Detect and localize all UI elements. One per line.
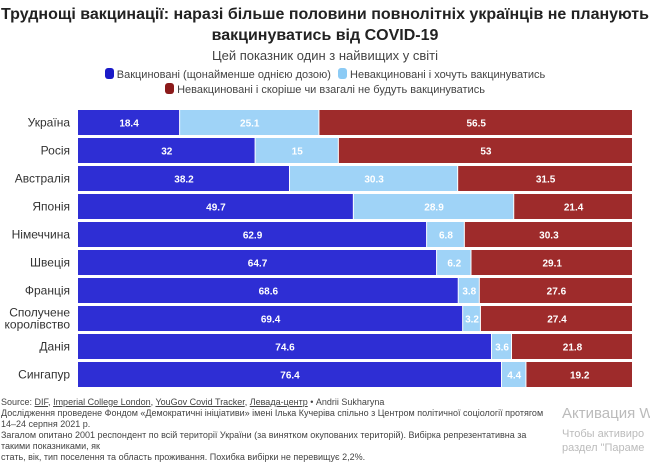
category-label: Швеція xyxy=(30,256,70,270)
author: • Andrii Sukharyna xyxy=(310,397,385,407)
data-label: 6.8 xyxy=(439,231,453,242)
data-label: 28.9 xyxy=(424,203,444,214)
category-label: Японія xyxy=(32,200,70,214)
watermark-text: Активация W xyxy=(562,405,650,422)
bar-segment xyxy=(480,306,632,331)
bar-segment xyxy=(319,110,632,135)
chart-title: Труднощі вакцинації: наразі більше полов… xyxy=(1,6,649,44)
legend-swatch xyxy=(338,68,348,79)
source-label: Source: xyxy=(1,397,33,407)
bar-segment xyxy=(78,110,180,135)
bar-segment xyxy=(338,138,632,163)
data-label: 3.6 xyxy=(495,343,509,354)
bar-segment xyxy=(78,362,502,387)
bar-segment xyxy=(464,222,632,247)
data-label: 53 xyxy=(480,147,492,158)
category-label: Росія xyxy=(41,144,70,158)
data-label: 19.2 xyxy=(570,371,590,382)
footer-note: Дослідження проведене Фондом «Демократич… xyxy=(1,408,544,429)
legend-label: Вакциновані (щонайменше однією дозою) xyxy=(116,69,331,81)
data-label: 3.2 xyxy=(465,315,479,326)
legend-item-vaccinated[interactable]: Вакциновані (щонайменше однією дозою) xyxy=(104,68,331,83)
bar-segment xyxy=(78,250,437,275)
data-label: 27.6 xyxy=(547,287,567,298)
chart-subtitle: Цей показник один з найвищих у світі xyxy=(211,48,439,63)
bar-segment xyxy=(512,334,632,359)
data-label: 15 xyxy=(292,147,304,158)
bar-segment xyxy=(78,306,463,331)
bar-segment xyxy=(290,166,458,191)
data-label: 30.3 xyxy=(364,175,384,186)
data-label: 56.5 xyxy=(466,119,486,130)
data-label: 27.4 xyxy=(547,315,567,326)
bar-segment xyxy=(255,138,338,163)
category-label: Австралія xyxy=(15,172,70,186)
data-label: 69.4 xyxy=(261,315,281,326)
category-label: Сполучене xyxy=(9,306,70,320)
data-label: 29.1 xyxy=(543,259,563,270)
bar-segment xyxy=(458,166,632,191)
bar-segment xyxy=(78,194,353,219)
data-label: 31.5 xyxy=(536,175,556,186)
data-label: 49.7 xyxy=(206,203,226,214)
bar-segment xyxy=(78,138,255,163)
bar-segment xyxy=(526,362,632,387)
legend-item-refuse[interactable]: Невакциновані і скоріше чи взагалі не бу… xyxy=(165,83,485,98)
bar-segment xyxy=(471,250,632,275)
bar-segment xyxy=(514,194,632,219)
data-label: 62.9 xyxy=(243,231,263,242)
data-label: 68.6 xyxy=(259,287,279,298)
bar-segment xyxy=(78,278,458,303)
bar-segment xyxy=(437,250,471,275)
category-label: Німеччина xyxy=(12,228,71,242)
footer-note: Загалом опитано 2001 респондент по всій … xyxy=(1,430,527,451)
data-label: 21.4 xyxy=(564,203,584,214)
bar-segment xyxy=(492,334,512,359)
category-label: королівство xyxy=(5,318,71,332)
category-label: Франція xyxy=(25,284,70,298)
legend-swatch xyxy=(165,83,175,94)
bar-segment xyxy=(353,194,514,219)
data-label: 32 xyxy=(161,147,173,158)
watermark-text: Чтобы активиро раздел "Параме xyxy=(562,428,645,454)
bar-segment xyxy=(78,334,492,359)
data-label: 76.4 xyxy=(280,371,300,382)
bar-segment xyxy=(463,306,480,331)
legend-label: Невакциновані і хочуть вакцинуватись xyxy=(350,69,546,81)
data-label: 6.2 xyxy=(447,259,461,270)
bar-segment xyxy=(502,362,526,387)
legend-label: Невакциновані і скоріше чи взагалі не бу… xyxy=(177,84,485,96)
bar-segment xyxy=(78,222,427,247)
data-label: 4.4 xyxy=(507,371,521,382)
footer: Source: DIF, Imperial College London, Yo… xyxy=(1,397,557,463)
bar-segment xyxy=(78,166,290,191)
bar-segment xyxy=(479,278,632,303)
bar-segment xyxy=(427,222,464,247)
source-link[interactable]: Imperial College London xyxy=(53,397,151,407)
legend-swatch xyxy=(104,68,114,79)
data-label: 30.3 xyxy=(539,231,559,242)
source-link[interactable]: Левада-центр xyxy=(249,397,308,407)
source-link[interactable]: DIF xyxy=(34,397,49,407)
bar-segment xyxy=(180,110,319,135)
category-label: Данія xyxy=(39,340,70,354)
data-label: 38.2 xyxy=(174,175,194,186)
data-label: 3.8 xyxy=(462,287,476,298)
data-label: 21.8 xyxy=(563,343,583,354)
data-label: 25.1 xyxy=(240,119,260,130)
data-label: 64.7 xyxy=(248,259,268,270)
data-label: 74.6 xyxy=(275,343,295,354)
footer-note: стать, вік, тип поселення та область про… xyxy=(1,452,366,462)
category-label: Сингапур xyxy=(18,368,70,382)
category-label: Україна xyxy=(28,116,71,130)
data-label: 18.4 xyxy=(119,119,139,130)
legend: Вакциновані (щонайменше однією дозою) Не… xyxy=(60,68,590,98)
source-link[interactable]: YouGov Covid Tracker xyxy=(155,397,245,407)
bar-segment xyxy=(458,278,479,303)
legend-item-want[interactable]: Невакциновані і хочуть вакцинуватись xyxy=(338,68,545,83)
